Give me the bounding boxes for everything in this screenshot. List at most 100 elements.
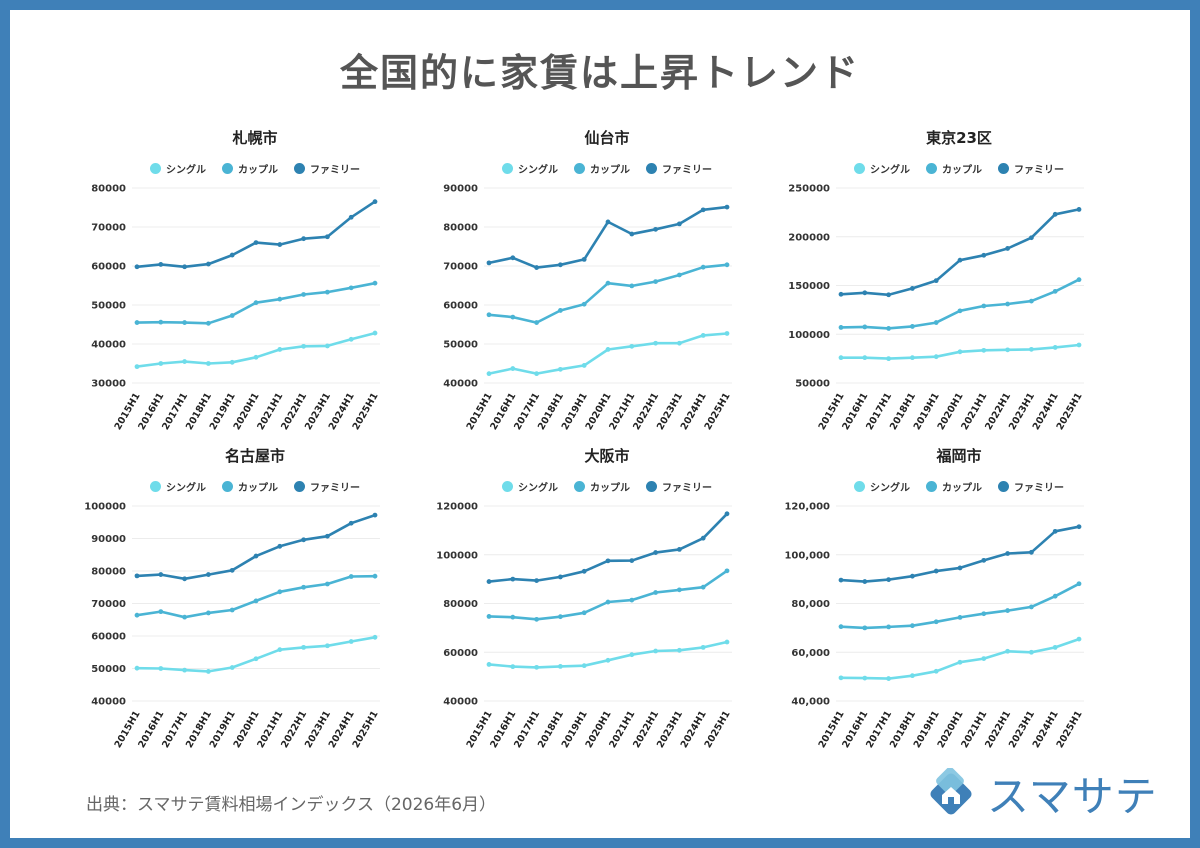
- data-point: [534, 371, 539, 377]
- series-line: [488, 263, 728, 324]
- data-point: [862, 324, 868, 330]
- data-point: [1029, 346, 1034, 352]
- data-point: [182, 667, 187, 673]
- y-tick-label: 100000: [788, 330, 830, 341]
- data-point: [838, 675, 844, 681]
- legend-label: カップル: [942, 165, 982, 176]
- city-chart-panel: 札幌市 シングル カップル ファミリー 30000 40000 50000 60000 7000…: [80, 125, 430, 440]
- series-line: [488, 640, 728, 669]
- legend-label: ファミリー: [310, 483, 360, 494]
- legend-label: ファミリー: [310, 165, 360, 176]
- legend-label: ファミリー: [1014, 483, 1064, 494]
- legend-swatch: [222, 481, 233, 492]
- legend-item: シングル: [854, 161, 910, 176]
- legend-item: ファミリー: [646, 161, 712, 176]
- data-point: [910, 324, 915, 329]
- data-point: [981, 656, 987, 661]
- data-point: [910, 623, 915, 629]
- legend-swatch: [646, 481, 657, 492]
- data-point: [1076, 636, 1082, 642]
- series-line: [136, 636, 376, 673]
- data-point: [1052, 345, 1058, 350]
- data-point: [558, 663, 563, 669]
- legend-item: ファミリー: [646, 479, 712, 494]
- chart-legend: シングル カップル ファミリー: [80, 479, 430, 494]
- legend-label: シングル: [870, 165, 910, 176]
- data-point: [862, 355, 868, 361]
- legend-swatch: [854, 481, 865, 492]
- data-point: [158, 361, 164, 366]
- data-point: [957, 614, 963, 620]
- data-point: [581, 256, 587, 262]
- logo-text: スマサテ: [987, 772, 1158, 821]
- house-diamond-icon: [930, 767, 972, 815]
- chart-title: 名古屋市: [224, 447, 285, 465]
- y-tick-label: 150000: [788, 281, 830, 292]
- data-point: [1029, 649, 1034, 655]
- data-point: [1076, 524, 1082, 530]
- line-chart: 4000050000600007000080000900002015H12016…: [443, 184, 732, 433]
- data-point: [372, 512, 378, 518]
- series-line: [840, 208, 1080, 297]
- data-point: [325, 643, 330, 649]
- data-point: [558, 308, 563, 313]
- data-point: [182, 320, 187, 325]
- data-point: [206, 320, 211, 326]
- data-point: [629, 283, 635, 289]
- data-point: [206, 261, 211, 267]
- legend-label: カップル: [238, 483, 278, 494]
- data-point: [653, 226, 658, 232]
- data-point: [534, 265, 539, 270]
- data-point: [886, 577, 891, 583]
- data-point: [981, 611, 987, 617]
- data-point: [182, 359, 187, 364]
- data-point: [981, 347, 987, 353]
- y-tick-label: 250000: [788, 184, 830, 195]
- data-point: [134, 573, 140, 579]
- legend-swatch: [502, 163, 513, 174]
- series-line: [488, 332, 728, 375]
- data-point: [253, 656, 259, 662]
- data-point: [653, 590, 658, 595]
- legend-item: シングル: [502, 161, 558, 176]
- legend-item: ファミリー: [998, 479, 1064, 494]
- data-point: [838, 291, 844, 297]
- data-point: [486, 260, 492, 266]
- data-point: [933, 668, 939, 674]
- chart-title: 東京23区: [926, 129, 992, 147]
- legend-item: シングル: [150, 161, 206, 176]
- chart-title: 大阪市: [584, 447, 630, 465]
- data-point: [605, 219, 611, 225]
- data-point: [605, 347, 611, 352]
- data-point: [325, 343, 330, 349]
- data-point: [229, 567, 235, 573]
- data-point: [629, 343, 635, 349]
- data-point: [325, 234, 330, 240]
- legend-swatch: [926, 481, 937, 492]
- data-point: [229, 665, 235, 670]
- data-point: [301, 584, 306, 590]
- data-point: [724, 511, 730, 517]
- city-chart-panel: 仙台市 シングル カップル ファミリー 40000 50000 60000 70000 8000…: [432, 125, 782, 440]
- data-point: [301, 537, 306, 543]
- data-point: [933, 568, 939, 574]
- data-point: [677, 546, 682, 552]
- data-point: [981, 303, 987, 309]
- series-line: [136, 513, 376, 581]
- legend-label: ファミリー: [1014, 165, 1064, 176]
- data-point: [838, 577, 844, 583]
- data-point: [886, 624, 891, 630]
- data-point: [372, 634, 378, 640]
- data-point: [1005, 608, 1010, 613]
- legend-swatch: [222, 163, 233, 174]
- y-tick-label: 80,000: [791, 599, 830, 610]
- series-line: [488, 205, 728, 269]
- legend-label: カップル: [238, 165, 278, 176]
- y-tick-label: 60,000: [791, 648, 830, 659]
- data-point: [253, 354, 259, 360]
- data-point: [862, 675, 868, 681]
- data-point: [981, 557, 987, 563]
- legend-item: カップル: [926, 479, 982, 494]
- data-point: [229, 359, 235, 365]
- data-point: [134, 364, 140, 370]
